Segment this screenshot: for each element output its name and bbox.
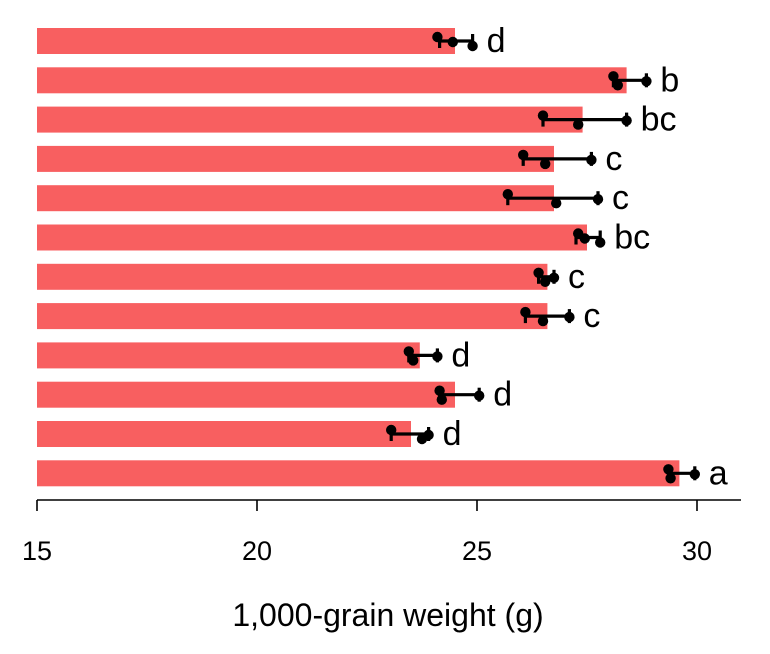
significance-letter: c [568,258,585,296]
bar [37,185,554,212]
data-point [592,194,604,205]
data-point [621,115,632,126]
significance-letter: d [487,22,506,60]
data-point [386,424,397,436]
error-bars-layer [386,31,700,484]
data-point [573,119,584,130]
significance-letter: c [612,179,629,217]
bar [37,67,627,94]
data-point [608,71,619,82]
bar [37,106,583,133]
data-point [467,40,478,52]
data-point [663,464,674,475]
significance-letter: bc [641,101,677,139]
data-point [595,237,606,248]
data-point [432,351,443,362]
data-point [586,154,597,166]
x-tick-label: 25 [462,536,492,566]
data-point [520,306,531,318]
data-point [612,80,623,91]
data-point [564,311,575,323]
data-point [540,158,551,170]
data-point [474,390,485,401]
bar [37,145,554,172]
bar [37,381,455,408]
significance-letter: c [583,297,600,335]
data-point [533,267,544,278]
significance-letter: d [493,376,512,414]
data-point [518,149,529,161]
data-point [579,233,590,244]
bar [37,460,680,487]
bar [37,28,455,54]
bar [37,224,587,251]
x-tick-label: 20 [242,536,272,566]
data-point [432,31,443,43]
data-point [447,36,458,48]
data-point [689,469,700,480]
data-point [423,429,434,441]
data-point [540,276,551,287]
data-point [548,272,560,283]
bar [37,421,411,447]
data-point [403,346,414,357]
x-axis-label: 1,000-grain weight (g) [232,597,543,633]
significance-letter: bc [614,219,650,257]
data-point [641,76,652,87]
data-point [537,110,549,121]
bars-layer [37,28,680,487]
data-point [551,198,562,209]
bar [37,263,548,290]
x-axis: 15 20 25 30 [22,499,741,566]
data-point [408,355,419,366]
significance-letter: d [443,415,462,453]
data-point [502,189,513,200]
significance-letter: c [605,140,622,178]
data-point [665,473,676,484]
bar [37,303,548,330]
data-point [537,315,549,327]
significance-letter: d [451,336,470,374]
significance-letter: b [660,61,679,99]
bar [37,342,420,369]
x-tick-label: 30 [682,536,712,566]
x-tick-label: 15 [22,536,52,566]
data-point [434,385,445,396]
data-point [436,394,447,405]
significance-letter: a [709,454,728,492]
